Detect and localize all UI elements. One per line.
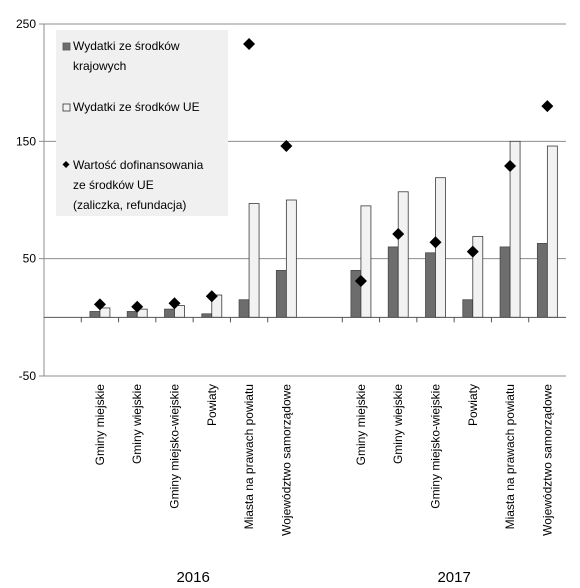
bar-ue (397, 191, 409, 318)
marker-dofinansowanie (392, 228, 405, 241)
marker-dofinansowanie (205, 290, 218, 303)
bar-krajowe (275, 269, 287, 318)
group-label-2016: 2016 (176, 569, 209, 586)
category-label: Gminy wiejskie (391, 384, 405, 464)
group-label-2017: 2017 (437, 569, 470, 586)
legend-label-dofinansowanie-line1: Wartość dofinansowania (73, 158, 204, 172)
bar-krajowe (89, 311, 101, 318)
bar-krajowe (462, 299, 474, 318)
category-label: Powiaty (466, 384, 480, 426)
bar-krajowe (238, 299, 250, 318)
marker-dofinansowanie (131, 300, 144, 313)
bar-krajowe (201, 313, 213, 318)
category-labels: Gminy miejskie Gminy wiejskie Gminy miejsk… (93, 384, 554, 536)
marker-dofinansowanie (541, 100, 554, 113)
marker-dofinansowanie (93, 298, 106, 311)
y-axis: 250 150 50 -50 (16, 17, 45, 383)
category-label: Gminy miejskie (354, 384, 368, 466)
legend-label-dofinansowanie-line3: (zaliczka, refundacja) (73, 198, 186, 212)
category-label: Miasta na prawach powiatu (503, 384, 517, 529)
bar-krajowe (164, 308, 175, 318)
category-label: Powiaty (205, 384, 219, 426)
legend-label-krajowe-line1: Wydatki ze środków (73, 39, 180, 53)
bar-ue (248, 203, 260, 318)
category-label: Województwo samorządowe (279, 384, 293, 536)
bar-krajowe (387, 246, 399, 318)
category-label: Miasta na prawach powiatu (242, 384, 256, 529)
category-label: Gminy miejsko-wiejskie (429, 384, 443, 509)
marker-dofinansowanie (429, 236, 442, 249)
zero-line (44, 316, 566, 323)
legend-background (56, 30, 228, 216)
category-label: Gminy miejskie (93, 384, 107, 466)
marker-dofinansowanie (354, 274, 367, 287)
bar-ue (435, 177, 446, 318)
marker-dofinansowanie (466, 245, 479, 258)
y-tick-label: 250 (16, 17, 36, 31)
marker-dofinansowanie (504, 159, 517, 172)
bar-krajowe (425, 252, 436, 318)
bar-krajowe (536, 243, 548, 318)
legend-label-krajowe-line2: krajowych (73, 59, 126, 73)
bar-ue (360, 205, 372, 318)
legend-swatch-krajowe (62, 42, 71, 51)
marker-dofinansowanie (243, 37, 256, 50)
bar-ue (99, 307, 111, 318)
y-tick-label: 150 (16, 134, 36, 148)
marker-dofinansowanie (280, 140, 293, 153)
legend-label-dofinansowanie-line2: ze środków UE (73, 178, 154, 192)
y-tick-label: -50 (19, 369, 37, 383)
legend-marker-dofinansowanie (62, 161, 70, 168)
bar-ue (546, 145, 558, 318)
bar-krajowe (499, 246, 511, 318)
legend: Wydatki ze środków krajowych Wydatki ze … (56, 30, 228, 216)
y-tick-label: 50 (23, 252, 37, 266)
category-label: Gminy miejsko-wiejskie (168, 384, 182, 509)
bars (89, 140, 558, 318)
markers (93, 37, 554, 313)
group-labels: 2016 2017 (176, 569, 470, 586)
bar-ue (285, 199, 297, 318)
legend-swatch-ue (62, 103, 71, 112)
legend-label-ue: Wydatki ze środków UE (73, 100, 200, 114)
category-label: Województwo samorządowe (540, 384, 554, 536)
bar-krajowe (126, 311, 138, 318)
marker-dofinansowanie (168, 297, 181, 310)
category-label: Gminy wiejskie (130, 384, 144, 464)
